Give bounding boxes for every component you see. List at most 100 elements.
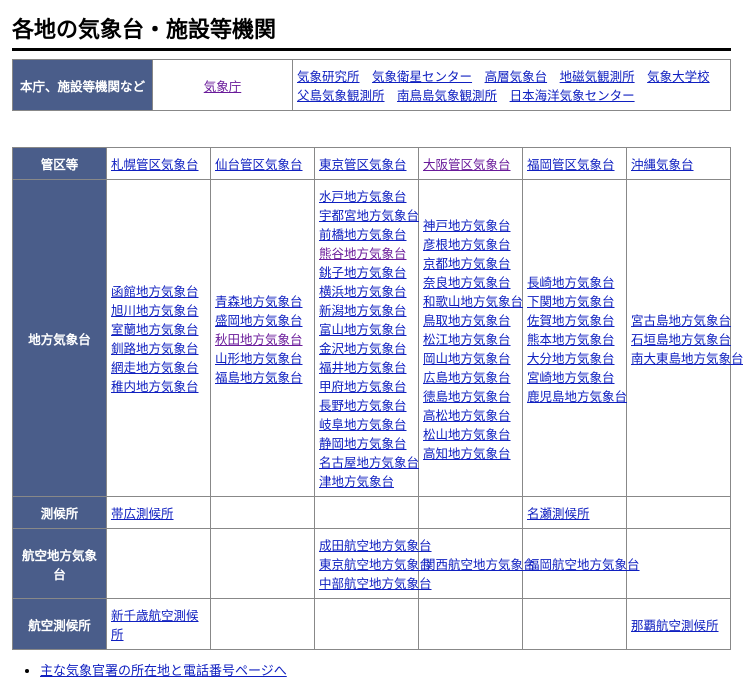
link[interactable]: 甲府地方気象台 [319, 380, 407, 394]
link[interactable]: 宮崎地方気象台 [527, 371, 615, 385]
data-cell: 宮古島地方気象台石垣島地方気象台南大東島地方気象台 [627, 180, 731, 497]
link[interactable]: 徳島地方気象台 [423, 390, 511, 404]
link[interactable]: 松山地方気象台 [423, 428, 511, 442]
data-cell [523, 599, 627, 650]
link[interactable]: 高松地方気象台 [423, 409, 511, 423]
link[interactable]: 高層気象台 [485, 70, 548, 84]
link[interactable]: 前橋地方気象台 [319, 228, 407, 242]
link[interactable]: 山形地方気象台 [215, 352, 303, 366]
link[interactable]: 高知地方気象台 [423, 447, 511, 461]
link[interactable]: 福島地方気象台 [215, 371, 303, 385]
row-header: 航空測候所 [13, 599, 107, 650]
data-cell: 札幌管区気象台 [107, 148, 211, 180]
link[interactable]: 南鳥島気象観測所 [397, 89, 497, 103]
link[interactable]: 青森地方気象台 [215, 295, 303, 309]
link[interactable]: 稚内地方気象台 [111, 380, 199, 394]
data-cell: 長崎地方気象台下関地方気象台佐賀地方気象台熊本地方気象台大分地方気象台宮崎地方気… [523, 180, 627, 497]
link[interactable]: 神戸地方気象台 [423, 219, 511, 233]
link[interactable]: 広島地方気象台 [423, 371, 511, 385]
link[interactable]: 津地方気象台 [319, 475, 394, 489]
link[interactable]: 新千歳航空測候所 [111, 609, 199, 642]
link[interactable]: 静岡地方気象台 [319, 437, 407, 451]
link[interactable]: 大分地方気象台 [527, 352, 615, 366]
link[interactable]: 福岡管区気象台 [527, 158, 615, 172]
link[interactable]: 福井地方気象台 [319, 361, 407, 375]
link[interactable]: 長崎地方気象台 [527, 276, 615, 290]
link[interactable]: 金沢地方気象台 [319, 342, 407, 356]
link[interactable]: 仙台管区気象台 [215, 158, 303, 172]
row-header: 管区等 [13, 148, 107, 180]
link[interactable]: 和歌山地方気象台 [423, 295, 523, 309]
data-cell: 新千歳航空測候所 [107, 599, 211, 650]
data-cell: 帯広測候所 [107, 497, 211, 529]
link[interactable]: 大阪管区気象台 [423, 158, 511, 172]
row-header: 測候所 [13, 497, 107, 529]
link[interactable]: 鹿児島地方気象台 [527, 390, 627, 404]
link[interactable]: 那覇航空測候所 [631, 619, 719, 633]
link[interactable]: 彦根地方気象台 [423, 238, 511, 252]
data-cell: 神戸地方気象台彦根地方気象台京都地方気象台奈良地方気象台和歌山地方気象台鳥取地方… [419, 180, 523, 497]
link[interactable]: 気象大学校 [647, 70, 710, 84]
link[interactable]: 釧路地方気象台 [111, 342, 199, 356]
link[interactable]: 京都地方気象台 [423, 257, 511, 271]
link[interactable]: 父島気象観測所 [297, 89, 385, 103]
link[interactable]: 地磁気観測所 [560, 70, 635, 84]
link[interactable]: 下関地方気象台 [527, 295, 615, 309]
link[interactable]: 新潟地方気象台 [319, 304, 407, 318]
link[interactable]: 気象衛星センター [372, 70, 472, 84]
data-cell [627, 497, 731, 529]
link[interactable]: 岐阜地方気象台 [319, 418, 407, 432]
link[interactable]: 室蘭地方気象台 [111, 323, 199, 337]
link[interactable]: 熊本地方気象台 [527, 333, 615, 347]
link[interactable]: 関西航空地方気象台 [423, 558, 536, 572]
link[interactable]: 東京管区気象台 [319, 158, 407, 172]
link[interactable]: 銚子地方気象台 [319, 266, 407, 280]
data-cell [211, 497, 315, 529]
data-cell: 沖縄気象台 [627, 148, 731, 180]
link[interactable]: 宇都宮地方気象台 [319, 209, 419, 223]
inst-main-cell: 気象庁 [153, 60, 293, 111]
link[interactable]: 函館地方気象台 [111, 285, 199, 299]
link[interactable]: 網走地方気象台 [111, 361, 199, 375]
link[interactable]: 水戸地方気象台 [319, 190, 407, 204]
link[interactable]: 気象研究所 [297, 70, 360, 84]
data-cell [315, 599, 419, 650]
link[interactable]: 岡山地方気象台 [423, 352, 511, 366]
row-header: 地方気象台 [13, 180, 107, 497]
link[interactable]: 宮古島地方気象台 [631, 314, 731, 328]
link[interactable]: 名瀬測候所 [527, 507, 590, 521]
link[interactable]: 奈良地方気象台 [423, 276, 511, 290]
link[interactable]: 沖縄気象台 [631, 158, 694, 172]
link[interactable]: 鳥取地方気象台 [423, 314, 511, 328]
link-jma[interactable]: 気象庁 [204, 80, 242, 94]
link[interactable]: 成田航空地方気象台 [319, 539, 432, 553]
link[interactable]: 旭川地方気象台 [111, 304, 199, 318]
link[interactable]: 石垣島地方気象台 [631, 333, 731, 347]
inst-links-cell: 気象研究所 気象衛星センター 高層気象台 地磁気観測所 気象大学校父島気象観測所… [293, 60, 731, 111]
data-cell: 青森地方気象台盛岡地方気象台秋田地方気象台山形地方気象台福島地方気象台 [211, 180, 315, 497]
data-cell: 福岡管区気象台 [523, 148, 627, 180]
link[interactable]: 日本海洋気象センター [510, 89, 635, 103]
link[interactable]: 名古屋地方気象台 [319, 456, 419, 470]
link[interactable]: 盛岡地方気象台 [215, 314, 303, 328]
link[interactable]: 佐賀地方気象台 [527, 314, 615, 328]
row-header: 航空地方気象台 [13, 529, 107, 599]
data-cell: 那覇航空測候所 [627, 599, 731, 650]
table-institutions: 本庁、施設等機関など 気象庁 気象研究所 気象衛星センター 高層気象台 地磁気観… [12, 59, 731, 111]
link[interactable]: 富山地方気象台 [319, 323, 407, 337]
link[interactable]: 松江地方気象台 [423, 333, 511, 347]
link[interactable]: 熊谷地方気象台 [319, 247, 407, 261]
link[interactable]: 長野地方気象台 [319, 399, 407, 413]
link[interactable]: 札幌管区気象台 [111, 158, 199, 172]
link[interactable]: 福岡航空地方気象台 [527, 558, 640, 572]
data-cell [211, 529, 315, 599]
link[interactable]: 南大東島地方気象台 [631, 352, 743, 366]
data-cell: 東京管区気象台 [315, 148, 419, 180]
link[interactable]: 横浜地方気象台 [319, 285, 407, 299]
link[interactable]: 帯広測候所 [111, 507, 174, 521]
data-cell: 名瀬測候所 [523, 497, 627, 529]
link[interactable]: 秋田地方気象台 [215, 333, 303, 347]
footer-link[interactable]: 主な気象官署の所在地と電話番号ページへ [40, 663, 287, 678]
link[interactable]: 東京航空地方気象台 [319, 558, 432, 572]
link[interactable]: 中部航空地方気象台 [319, 577, 432, 591]
